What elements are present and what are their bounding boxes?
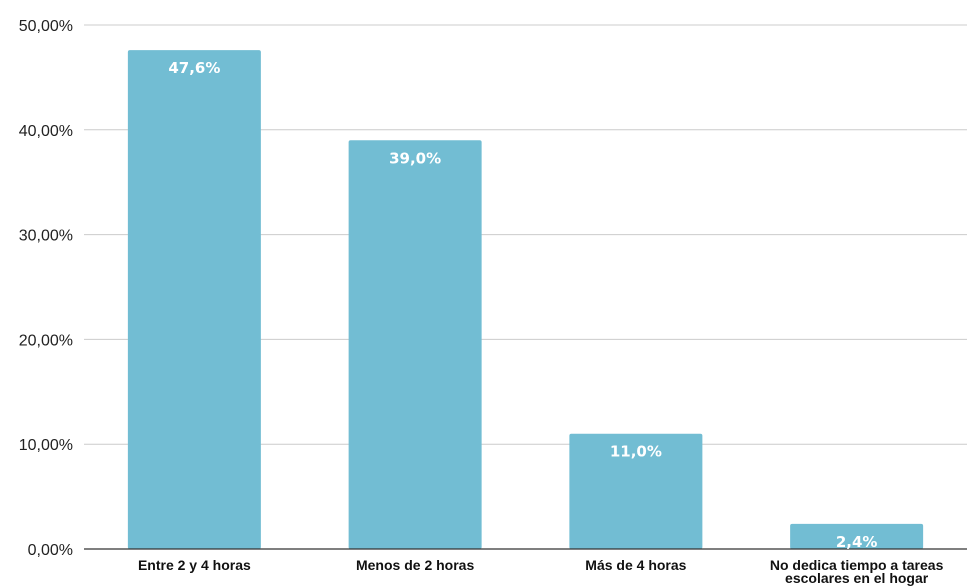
y-tick-label: 40,00% [19,123,73,140]
x-category-label: Menos de 2 horas [356,557,474,573]
y-tick-label: 50,00% [19,18,73,35]
y-tick-label: 0,00% [28,542,73,559]
x-category-label: No dedica tiempo a tareas escolares en el… [770,557,944,586]
y-tick-label: 10,00% [19,437,73,454]
y-tick-label: 30,00% [19,228,73,245]
bar [348,140,482,549]
data-label: 2,4% [836,533,878,551]
bar [790,523,924,549]
x-category-label: Entre 2 y 4 horas [138,557,251,573]
data-label: 39,0% [389,149,441,167]
data-label: 47,6% [168,59,220,77]
data-label: 11,0% [610,443,662,461]
labels: 0,00% 10,00% 20,00% 30,00% 40,00% 50,00% 47,6%… [19,18,944,586]
bars [127,50,924,549]
x-category-label: Más de 4 horas [585,557,686,573]
y-tick-label: 20,00% [19,332,73,349]
bar [569,433,703,549]
bar [127,50,261,549]
